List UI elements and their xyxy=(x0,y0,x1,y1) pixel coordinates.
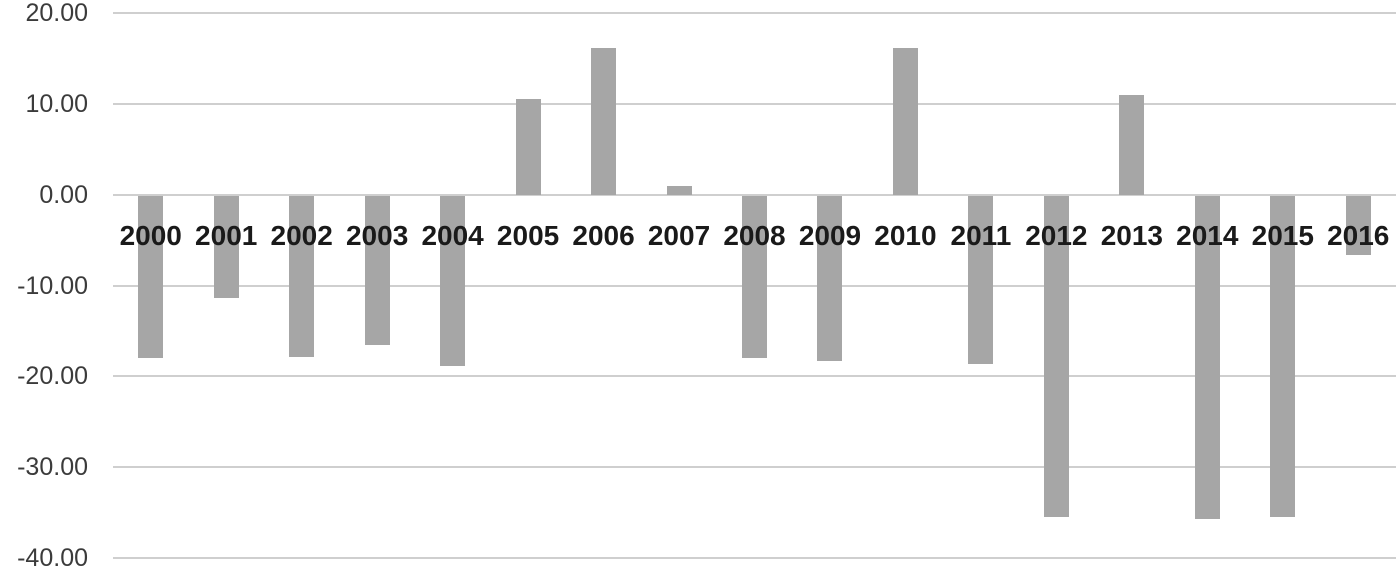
x-axis-tick-label: 2002 xyxy=(270,220,333,251)
bar-2003 xyxy=(364,195,390,345)
bar-2015 xyxy=(1270,195,1296,518)
x-axis-tick-label: 2016 xyxy=(1327,220,1390,251)
bar-2001 xyxy=(213,195,239,298)
x-axis-tick-label: 2014 xyxy=(1176,220,1239,251)
bar-2000 xyxy=(138,195,164,359)
bar-2008 xyxy=(742,195,767,359)
y-axis-tick-label: 10.00 xyxy=(25,89,88,118)
y-axis-tick-label: 20.00 xyxy=(25,0,88,28)
x-axis-tick-label: 2010 xyxy=(874,220,937,251)
x-axis-tick-label: 2000 xyxy=(119,220,182,251)
bar-2005 xyxy=(515,99,541,195)
gridline xyxy=(113,12,1396,15)
bar-2011 xyxy=(968,195,994,364)
x-axis-tick-label: 2001 xyxy=(195,220,258,251)
bar-2009 xyxy=(817,195,843,362)
y-axis-tick-label: -20.00 xyxy=(17,362,88,391)
bar-2006 xyxy=(591,47,617,195)
y-axis-tick-label: -30.00 xyxy=(17,453,88,482)
x-axis-tick-label: 2003 xyxy=(345,220,409,251)
x-axis-tick-label: 2005 xyxy=(496,220,560,251)
x-axis-tick-label: 2004 xyxy=(421,220,484,251)
gridline xyxy=(113,193,1396,196)
bar-2012 xyxy=(1043,195,1069,518)
x-axis-tick-label: 2013 xyxy=(1100,220,1163,251)
bar-2002 xyxy=(289,195,315,358)
bar-2004 xyxy=(440,195,466,366)
bar-2013 xyxy=(1119,94,1145,195)
x-axis-tick-label: 2009 xyxy=(798,220,862,251)
gridline xyxy=(113,557,1396,560)
x-axis-tick-label: 2006 xyxy=(572,220,635,251)
bar-2014 xyxy=(1194,195,1220,520)
gridline xyxy=(113,102,1396,105)
bar-2010 xyxy=(892,47,918,195)
bar-2016 xyxy=(1345,195,1371,255)
x-axis-tick-label: 2012 xyxy=(1025,220,1088,251)
x-axis-tick-label: 2011 xyxy=(950,220,1012,251)
bar-2007 xyxy=(666,185,692,195)
x-axis-tick-label: 2015 xyxy=(1251,220,1314,251)
gridline xyxy=(113,375,1396,378)
y-axis-tick-label: 0.00 xyxy=(39,180,88,209)
y-axis-tick-label: -10.00 xyxy=(17,271,88,300)
x-axis-tick-label: 2007 xyxy=(647,220,711,251)
y-axis-tick-label: -40.00 xyxy=(17,544,88,571)
x-axis-tick-label: 2008 xyxy=(723,220,786,251)
gridline xyxy=(113,466,1396,469)
